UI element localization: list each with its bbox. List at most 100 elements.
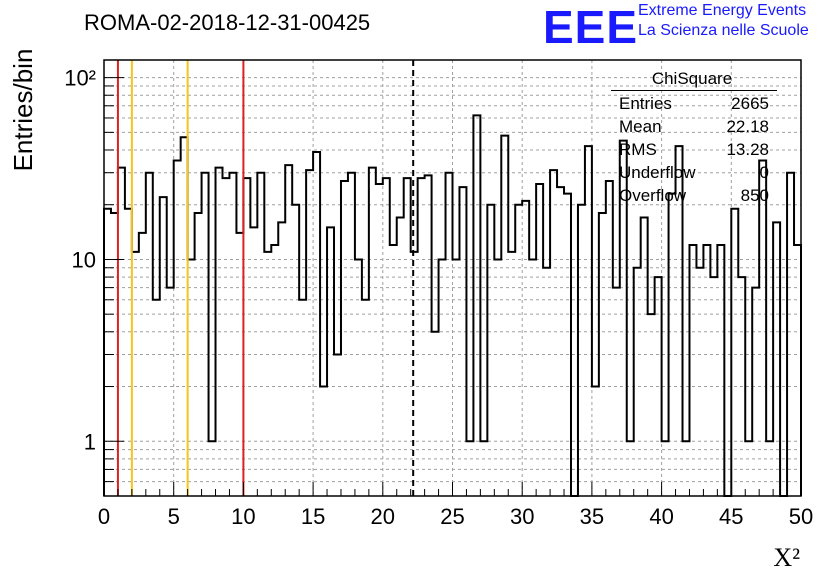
histogram-bin bbox=[167, 288, 174, 496]
histogram-bin bbox=[522, 201, 529, 496]
histogram-bin bbox=[334, 355, 341, 496]
stat-value: 22.18 bbox=[726, 117, 769, 136]
histogram-bin bbox=[132, 252, 139, 496]
x-tick-label: 50 bbox=[789, 504, 813, 529]
histogram-bin bbox=[759, 161, 766, 496]
histogram-bin bbox=[243, 178, 250, 496]
stats-row-underflow: Underflow 0 bbox=[611, 161, 777, 184]
histogram-bin bbox=[202, 173, 209, 496]
histogram-bin bbox=[236, 233, 243, 496]
histogram-bin bbox=[585, 146, 592, 496]
x-tick-label: 15 bbox=[301, 504, 325, 529]
histogram-bin bbox=[787, 173, 794, 496]
y-tick-label: 10² bbox=[64, 66, 96, 91]
histogram-bin bbox=[689, 245, 696, 496]
stat-value: 2665 bbox=[731, 94, 769, 113]
histogram-bin bbox=[606, 181, 613, 496]
axis-ticks bbox=[103, 77, 802, 497]
histogram-bin bbox=[264, 252, 271, 496]
histogram-bin bbox=[383, 178, 390, 496]
histogram-bin bbox=[669, 194, 676, 496]
histogram-bin bbox=[348, 173, 355, 496]
eee-logo: EEE bbox=[543, 1, 639, 53]
histogram-bin bbox=[188, 259, 195, 496]
histogram-bin bbox=[285, 165, 292, 496]
x-tick-label: 45 bbox=[719, 504, 743, 529]
stat-label: RMS bbox=[619, 140, 657, 159]
histogram-bin bbox=[494, 259, 501, 496]
y-axis-label: Entries/bin bbox=[8, 49, 38, 172]
x-tick-label: 35 bbox=[580, 504, 604, 529]
stat-value: 0 bbox=[759, 163, 769, 182]
logo-text-line2: La Scienza nelle Scuole bbox=[638, 22, 809, 39]
histogram-bin bbox=[529, 259, 536, 496]
histogram-bin bbox=[453, 259, 460, 496]
histogram-bin bbox=[564, 194, 571, 496]
stats-box: ChiSquare Entries 2665 Mean 22.18 RMS 13… bbox=[611, 68, 777, 207]
stat-label: Underflow bbox=[619, 163, 696, 182]
histogram-bin bbox=[362, 300, 369, 496]
run-title: ROMA-02-2018-12-31-00425 bbox=[84, 10, 371, 35]
histogram-bin bbox=[125, 209, 132, 496]
histogram-bin bbox=[153, 300, 160, 496]
histogram-bin bbox=[174, 161, 181, 496]
histogram-bin bbox=[425, 175, 432, 496]
x-tick-label: 40 bbox=[649, 504, 673, 529]
stats-row-entries: Entries 2665 bbox=[611, 92, 777, 115]
histogram-bin bbox=[731, 209, 738, 496]
histogram-bin bbox=[648, 314, 655, 496]
stat-label: Entries bbox=[619, 94, 672, 113]
histogram bbox=[103, 114, 802, 497]
histogram-bin bbox=[139, 233, 146, 496]
x-tick-label: 20 bbox=[371, 504, 395, 529]
histogram-bin bbox=[717, 245, 724, 496]
histogram-bin bbox=[696, 268, 703, 496]
x-tick-label: 0 bbox=[98, 504, 110, 529]
histogram-bin bbox=[432, 332, 439, 496]
histogram-bin bbox=[306, 170, 313, 496]
histogram-outline bbox=[103, 114, 802, 497]
stats-row-overflow: Overflow 850 bbox=[611, 184, 777, 207]
histogram-bin bbox=[160, 197, 167, 496]
stats-row-mean: Mean 22.18 bbox=[611, 115, 777, 138]
x-tick-label: 30 bbox=[510, 504, 534, 529]
stat-value: 850 bbox=[740, 186, 769, 205]
histogram-bin bbox=[257, 173, 264, 496]
tick-labels: 0 5 10 15 20 25 30 35 40 45 50 1 10 10² bbox=[64, 66, 813, 529]
x-tick-label: 5 bbox=[168, 504, 180, 529]
histogram-bin bbox=[501, 136, 508, 496]
histogram-bin bbox=[229, 173, 236, 496]
histogram-bin bbox=[515, 205, 522, 496]
logo-text-line1: Extreme Energy Events bbox=[638, 2, 807, 19]
histogram-bin bbox=[634, 268, 641, 496]
histogram-bin bbox=[703, 245, 710, 496]
histogram-bin bbox=[104, 209, 111, 496]
histogram-bin bbox=[341, 181, 348, 496]
y-tick-label: 10 bbox=[72, 247, 96, 272]
histogram-bin bbox=[508, 252, 515, 496]
x-axis-label: X² bbox=[773, 543, 800, 572]
histogram-bin bbox=[487, 205, 494, 496]
histogram-bin bbox=[613, 288, 620, 496]
histogram-bin bbox=[794, 245, 801, 496]
stats-divider bbox=[611, 90, 777, 91]
histogram-bin bbox=[446, 173, 453, 496]
histogram-bin bbox=[550, 170, 557, 496]
stat-label: Mean bbox=[619, 117, 662, 136]
histogram-bin bbox=[773, 222, 780, 496]
histogram-bin bbox=[278, 222, 285, 496]
histogram-bin bbox=[181, 137, 188, 496]
stats-title: ChiSquare bbox=[651, 69, 733, 88]
histogram-bin bbox=[355, 259, 362, 496]
stat-value: 13.28 bbox=[726, 140, 769, 159]
stats-row-rms: RMS 13.28 bbox=[611, 138, 777, 161]
histogram-bin bbox=[404, 178, 411, 496]
stat-label: Overflow bbox=[619, 186, 687, 205]
histogram-bin bbox=[222, 178, 229, 496]
reference-lines bbox=[116, 60, 415, 496]
histogram-bin bbox=[271, 245, 278, 496]
histogram-bin bbox=[439, 259, 446, 496]
histogram-bin bbox=[752, 288, 759, 496]
histogram-bin bbox=[390, 245, 397, 496]
